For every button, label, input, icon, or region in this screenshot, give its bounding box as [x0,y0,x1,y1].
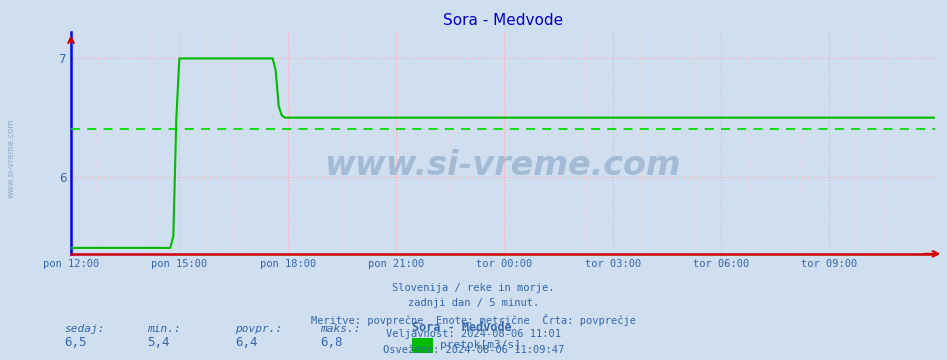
Text: Slovenija / reke in morje.: Slovenija / reke in morje. [392,283,555,293]
Text: Meritve: povprečne  Enote: metrične  Črta: povprečje: Meritve: povprečne Enote: metrične Črta:… [311,314,636,325]
Text: sedaj:: sedaj: [64,324,105,334]
Title: Sora - Medvode: Sora - Medvode [443,13,563,28]
Text: Sora - Medvode: Sora - Medvode [412,321,511,334]
Text: 6,8: 6,8 [320,336,343,349]
Text: maks.:: maks.: [320,324,361,334]
Text: Osveženo: 2024-08-06 11:09:47: Osveženo: 2024-08-06 11:09:47 [383,345,564,355]
Text: www.si-vreme.com: www.si-vreme.com [7,119,16,198]
Text: povpr.:: povpr.: [235,324,282,334]
Text: 6,5: 6,5 [64,336,87,349]
Text: 6,4: 6,4 [235,336,258,349]
Text: Veljavnost: 2024-08-06 11:01: Veljavnost: 2024-08-06 11:01 [386,329,561,339]
Text: pretok[m3/s]: pretok[m3/s] [440,340,522,350]
Text: 5,4: 5,4 [147,336,170,349]
Text: www.si-vreme.com: www.si-vreme.com [325,149,681,182]
Text: zadnji dan / 5 minut.: zadnji dan / 5 minut. [408,298,539,308]
Text: min.:: min.: [147,324,181,334]
